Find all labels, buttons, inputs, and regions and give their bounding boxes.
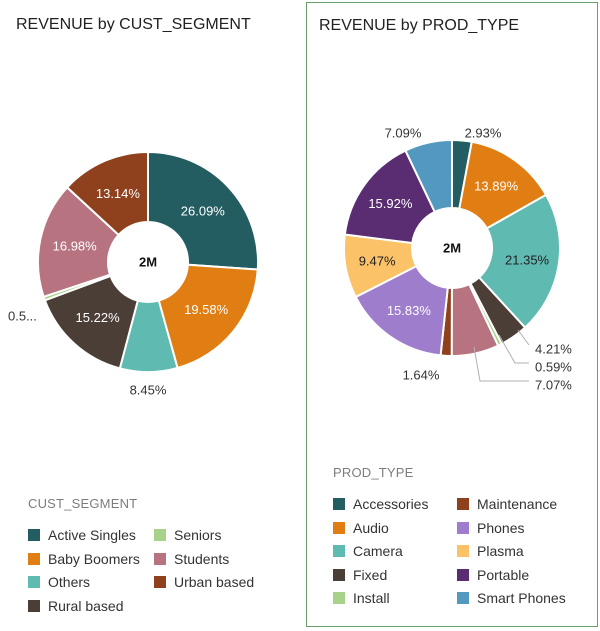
legend-label: Rural based <box>48 597 124 614</box>
leader-line <box>517 329 530 346</box>
legend-item-others[interactable]: Others <box>28 573 90 591</box>
legend-swatch <box>457 498 469 511</box>
center-total-label: 2M <box>139 255 157 270</box>
data-label: 15.92% <box>368 196 413 211</box>
legend-item-install[interactable]: Install <box>333 589 390 607</box>
legend-item-accessories[interactable]: Accessories <box>333 495 428 513</box>
slice-students[interactable] <box>37 185 121 299</box>
legend-label: Baby Boomers <box>48 550 140 567</box>
legend-item-baby-boomers[interactable]: Baby Boomers <box>28 550 140 568</box>
legend-label: Portable <box>477 566 530 583</box>
legend-item-seniors[interactable]: Seniors <box>154 526 221 544</box>
donut-chart-prod-type[interactable]: 2.93% 13.89% 21.35% 4.21% 0.59% 7.07% 1.64% 15.… <box>307 3 599 628</box>
data-label: 7.09% <box>385 126 422 141</box>
legend-label: Fixed <box>353 566 388 583</box>
legend-title: CUST_SEGMENT <box>28 496 138 511</box>
legend-label: Others <box>48 574 91 590</box>
legend-label: Plasma <box>477 543 524 559</box>
slice-camera[interactable] <box>477 193 561 329</box>
legend-item-maintenance[interactable]: Maintenance <box>457 495 557 513</box>
data-label: 19.58% <box>184 302 229 317</box>
legend-swatch <box>333 498 345 511</box>
legend-item-rural-based[interactable]: Rural based <box>28 597 124 615</box>
legend-swatch <box>154 552 166 565</box>
legend-swatch <box>333 545 345 558</box>
chart-title: REVENUE by PROD_TYPE <box>319 17 520 34</box>
slice-portable[interactable] <box>343 149 437 245</box>
legend-swatch <box>28 552 40 565</box>
slice-phones[interactable] <box>354 264 449 357</box>
legend-swatch <box>333 568 345 581</box>
data-label: 1.64% <box>403 368 440 383</box>
slice-urban-based[interactable] <box>65 150 149 237</box>
legend-label: Accessories <box>353 496 429 512</box>
legend-swatch <box>333 592 345 605</box>
legend-item-portable[interactable]: Portable <box>457 566 529 584</box>
legend-swatch <box>154 576 166 589</box>
legend-label: Maintenance <box>477 496 558 512</box>
data-label: 0.5... <box>8 309 37 324</box>
legend-title: PROD_TYPE <box>333 465 414 480</box>
data-label: 8.45% <box>130 383 167 398</box>
legend-swatch <box>28 529 40 542</box>
legend-item-students[interactable]: Students <box>154 550 229 568</box>
legend-swatch <box>457 568 469 581</box>
slice-baby-boomers[interactable] <box>157 263 259 370</box>
legend-swatch <box>28 599 40 612</box>
legend-swatch <box>457 545 469 558</box>
legend-item-smart-phones[interactable]: Smart Phones <box>457 589 566 607</box>
legend-item-urban-based[interactable]: Urban based <box>154 573 254 591</box>
data-label: 7.07% <box>535 378 572 393</box>
chart-panel-cust-segment[interactable]: REVENUE by CUST_SEGMENT 26.09% 19.58% 8.45… <box>0 0 300 631</box>
data-label: 2.93% <box>465 126 502 141</box>
legend-label: Urban based <box>174 574 255 590</box>
legend-swatch <box>28 576 40 589</box>
data-label: 15.22% <box>76 310 121 325</box>
data-label: 9.47% <box>359 254 396 269</box>
legend-item-phones[interactable]: Phones <box>457 519 524 537</box>
legend-label: Seniors <box>174 527 222 543</box>
legend-swatch <box>333 521 345 534</box>
legend-label: Camera <box>353 543 403 559</box>
legend-item-active-singles[interactable]: Active Singles <box>28 526 136 544</box>
leader-line <box>473 346 529 382</box>
legend-label: Smart Phones <box>477 590 566 606</box>
legend-item-fixed[interactable]: Fixed <box>333 566 387 584</box>
data-label: 13.89% <box>474 179 519 194</box>
leader-line <box>498 334 529 364</box>
data-label: 13.14% <box>96 186 141 201</box>
slice-active-singles[interactable] <box>147 150 259 271</box>
legend-label: Students <box>174 550 230 567</box>
legend-label: Phones <box>477 519 525 536</box>
data-label: 0.59% <box>535 360 572 375</box>
legend-item-audio[interactable]: Audio <box>333 519 389 537</box>
legend-swatch <box>457 521 469 534</box>
legend-swatch <box>457 592 469 605</box>
chart-title: REVENUE by CUST_SEGMENT <box>16 16 251 33</box>
slice-smart-phones[interactable] <box>404 138 453 214</box>
data-label: 21.35% <box>505 252 550 267</box>
legend-label: Install <box>353 590 390 606</box>
data-label: 15.83% <box>387 303 432 318</box>
legend-label: Audio <box>353 519 389 536</box>
donut-chart-cust-segment[interactable]: 26.09% 19.58% 8.45% 15.22% 0.5... 16.98% 13.14… <box>0 0 300 631</box>
legend-item-plasma[interactable]: Plasma <box>457 542 524 560</box>
legend-label: Active Singles <box>48 527 136 543</box>
slice-rural-based[interactable] <box>43 274 139 370</box>
data-label: 4.21% <box>535 342 572 357</box>
center-total-label: 2M <box>443 241 461 256</box>
data-label: 26.09% <box>181 203 226 218</box>
legend-item-camera[interactable]: Camera <box>333 542 403 560</box>
legend-swatch <box>154 529 166 542</box>
chart-panel-prod-type[interactable]: REVENUE by PROD_TYPE 2.93% 13.89% 21.35% 4.… <box>306 2 598 627</box>
data-label: 16.98% <box>53 239 98 254</box>
